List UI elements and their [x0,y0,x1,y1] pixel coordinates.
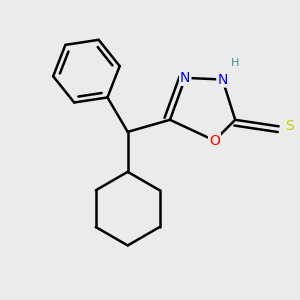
Text: N: N [180,71,190,85]
Text: H: H [231,58,239,68]
Text: O: O [209,134,220,148]
Text: S: S [285,119,293,133]
Text: N: N [217,73,228,86]
